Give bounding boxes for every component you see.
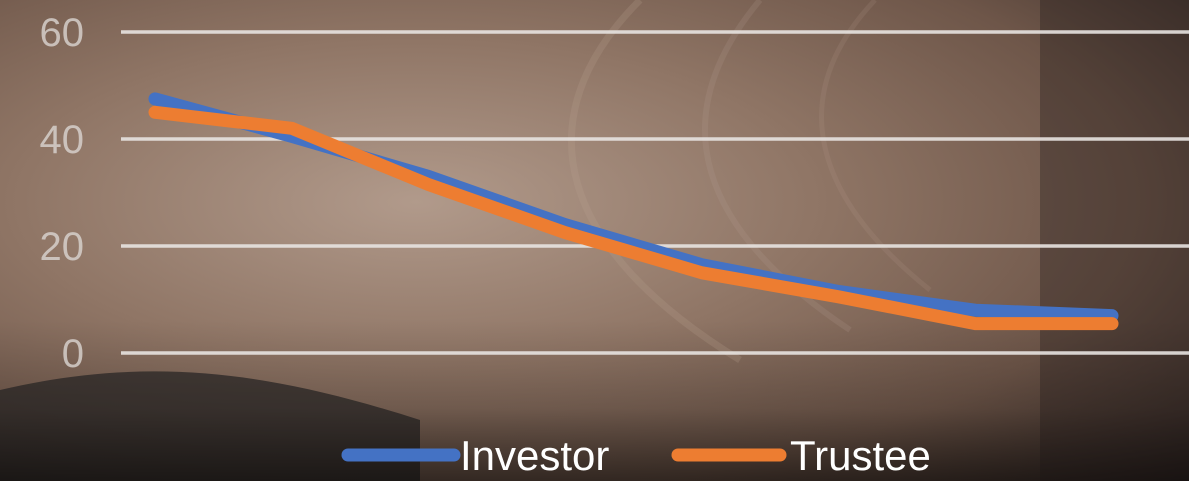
y-tick-label-40: 40 bbox=[40, 118, 85, 162]
y-tick-label-0: 0 bbox=[62, 332, 84, 376]
legend-item-investor: Investor bbox=[341, 432, 609, 479]
series-lines bbox=[148, 92, 1119, 331]
y-tick-label-60: 60 bbox=[40, 11, 85, 55]
legend-label-trustee: Trustee bbox=[790, 432, 931, 479]
series-trustee bbox=[148, 105, 1119, 331]
background-bottom-shade bbox=[0, 320, 1189, 481]
series-line-trustee bbox=[148, 105, 1119, 331]
background-right-dark-edge bbox=[1040, 0, 1189, 481]
skin-crease-3 bbox=[819, 0, 932, 292]
legend-label-investor: Investor bbox=[460, 432, 609, 479]
y-tick-label-20: 20 bbox=[40, 225, 85, 269]
legend: Investor Trustee bbox=[341, 432, 931, 479]
y-axis-tick-labels: 60 40 20 0 bbox=[40, 11, 85, 376]
skin-crease-1 bbox=[567, 0, 742, 363]
legend-item-trustee: Trustee bbox=[671, 432, 931, 479]
